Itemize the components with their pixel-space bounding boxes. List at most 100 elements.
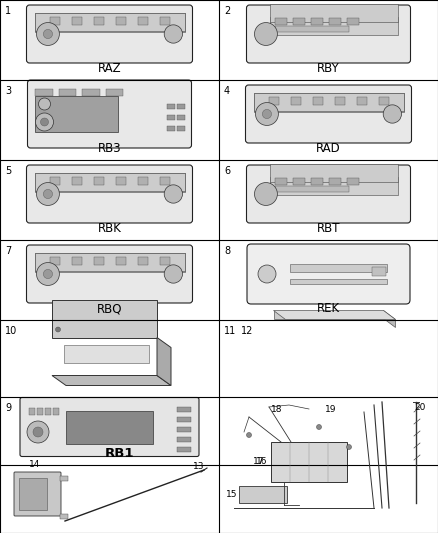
Bar [159,177,170,185]
Bar [275,26,349,31]
Text: 2: 2 [224,6,230,16]
Circle shape [262,109,272,118]
Bar [35,89,53,96]
Bar [311,18,322,25]
Bar [159,18,170,26]
Circle shape [35,113,53,131]
Text: 8: 8 [224,246,230,256]
Bar [93,18,103,26]
Circle shape [56,327,60,332]
Bar [328,178,340,185]
Bar [177,126,184,131]
Bar [378,98,389,106]
Bar [35,173,184,191]
Bar [166,104,174,109]
Circle shape [258,265,276,283]
Bar [35,253,184,272]
Bar [269,4,398,22]
Bar [71,18,81,26]
Bar [292,104,375,110]
Polygon shape [157,337,171,385]
Bar [177,426,191,432]
Text: 5: 5 [5,166,11,176]
Bar [269,177,398,195]
Bar [60,476,68,481]
Bar [116,18,126,26]
Bar [138,177,148,185]
Bar [82,89,100,96]
Circle shape [254,22,277,45]
FancyBboxPatch shape [247,5,410,63]
Text: RBY: RBY [317,62,340,75]
FancyBboxPatch shape [28,80,191,148]
Circle shape [317,424,321,430]
Circle shape [43,269,53,279]
Bar [268,98,279,106]
Bar [93,177,103,185]
Bar [73,264,156,270]
FancyBboxPatch shape [20,398,199,456]
Bar [290,98,300,106]
Bar [93,257,103,265]
Circle shape [39,98,50,110]
Text: 6: 6 [224,166,230,176]
Circle shape [36,183,60,205]
Text: 7: 7 [5,246,11,256]
Bar [335,98,345,106]
Bar [346,178,358,185]
Text: 17: 17 [253,457,265,466]
Text: RB3: RB3 [98,142,121,155]
Bar [138,18,148,26]
Text: 18: 18 [271,405,283,414]
Bar [166,115,174,120]
Bar [177,407,191,411]
Bar [37,408,43,415]
FancyBboxPatch shape [14,472,61,516]
Text: RBK: RBK [98,222,121,235]
Polygon shape [273,311,396,319]
Bar [19,478,47,510]
Text: 14: 14 [29,460,41,469]
Bar [73,25,156,30]
Text: 1: 1 [5,6,11,16]
Bar [371,268,385,277]
Text: 19: 19 [325,405,337,414]
Text: 15: 15 [226,490,237,499]
Text: RB1: RB1 [105,447,134,460]
Bar [138,257,148,265]
Circle shape [27,421,49,443]
Bar [66,410,153,443]
Text: 4: 4 [224,86,230,96]
Bar [64,344,149,362]
Circle shape [36,22,60,45]
Text: 11: 11 [224,326,236,336]
Bar [254,93,403,112]
Bar [275,186,349,192]
FancyBboxPatch shape [247,244,410,304]
Bar [269,164,398,182]
Bar [52,300,157,337]
Bar [271,442,347,482]
Bar [35,96,117,132]
Text: 9: 9 [5,403,11,413]
Text: RBQ: RBQ [97,302,122,315]
Circle shape [254,183,277,205]
FancyBboxPatch shape [246,85,411,143]
Bar [293,178,304,185]
Bar [312,98,322,106]
Text: 10: 10 [5,326,17,336]
Circle shape [383,105,402,123]
Bar [328,18,340,25]
Bar [273,311,384,319]
Bar [177,447,191,451]
Bar [29,408,35,415]
Bar [106,89,124,96]
Circle shape [164,25,183,43]
Bar [290,279,387,284]
Bar [60,514,68,519]
Bar [239,486,287,503]
Text: RAD: RAD [316,142,341,155]
Bar [177,437,191,441]
Circle shape [33,427,43,437]
Circle shape [43,189,53,199]
